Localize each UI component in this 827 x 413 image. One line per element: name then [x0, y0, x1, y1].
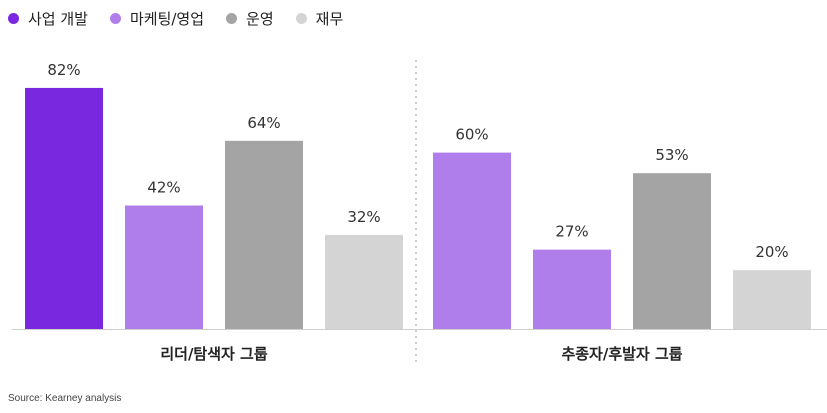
- bar: [733, 270, 811, 329]
- legend: 사업 개발 마케팅/영업 운영 재무: [8, 5, 365, 31]
- legend-label: 재무: [315, 9, 344, 28]
- legend-swatch-finance: [295, 12, 307, 24]
- bar: [533, 249, 611, 329]
- legend-label: 운영: [246, 9, 274, 28]
- bar: [25, 87, 103, 329]
- data-label: 42%: [147, 179, 180, 197]
- group-label: 리더/탐색자 그룹: [160, 345, 268, 363]
- data-label: 64%: [247, 114, 280, 132]
- bar: [325, 234, 403, 329]
- data-label: 60%: [455, 126, 488, 144]
- legend-item-operations: 운영: [226, 8, 274, 29]
- bar: [125, 205, 203, 329]
- legend-item-business-development: 사업 개발: [8, 8, 88, 29]
- bar: [633, 173, 711, 329]
- legend-swatch-operations: [226, 12, 238, 24]
- data-label: 53%: [655, 146, 688, 164]
- legend-label: 마케팅/영업: [129, 9, 205, 28]
- legend-item-finance: 재무: [295, 8, 344, 29]
- source-note: Source: Kearney analysis: [8, 393, 122, 404]
- legend-label: 사업 개발: [28, 9, 88, 28]
- bar: [225, 140, 303, 329]
- data-label: 32%: [347, 208, 380, 226]
- bar: [433, 152, 511, 329]
- legend-swatch-marketing-sales: [109, 12, 121, 24]
- data-label: 20%: [755, 243, 788, 261]
- legend-item-marketing-sales: 마케팅/영업: [109, 8, 205, 29]
- data-label: 27%: [555, 223, 588, 241]
- group-label: 추종자/후발자 그룹: [561, 345, 682, 363]
- legend-swatch-business-development: [8, 12, 19, 24]
- data-label: 82%: [47, 61, 80, 79]
